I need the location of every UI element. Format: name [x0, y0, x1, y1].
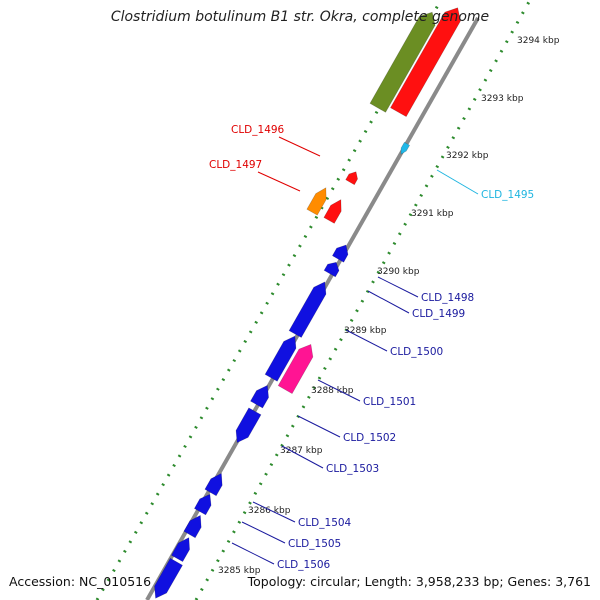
leader-line-1	[278, 136, 321, 157]
label-cld-1505: CLD_1505	[288, 538, 341, 550]
label-cld-1503: CLD_1503	[326, 463, 379, 475]
tick-3292: 3292 kbp	[446, 151, 489, 161]
cds-blue-6	[235, 407, 262, 444]
leader-line-2	[257, 171, 301, 192]
cds-red-small-2	[323, 199, 342, 224]
cds-blue-7	[204, 472, 223, 497]
inner-ruler-dots	[194, 0, 532, 600]
cds-blue-4	[264, 335, 297, 382]
tick-3289: 3289 kbp	[344, 326, 387, 336]
leader-line-3	[436, 169, 479, 195]
cds-olive	[369, 11, 436, 113]
cds-cyan	[400, 141, 411, 155]
map-title: Clostridium botulinum B1 str. Okra, comp…	[110, 9, 490, 25]
topology-text: Topology: circular; Length: 3,958,233 bp…	[247, 574, 591, 589]
kbp-ticks: 3294 kbp 3293 kbp 3292 kbp 3291 kbp 3290…	[218, 36, 560, 576]
label-cld-1501: CLD_1501	[363, 396, 416, 408]
tick-3287: 3287 kbp	[280, 446, 323, 456]
leader-line-4	[377, 276, 419, 298]
label-cld-1506: CLD_1506	[277, 559, 331, 571]
cds-pink	[277, 343, 314, 395]
leader-line-10	[252, 501, 296, 523]
cds-features	[154, 7, 461, 599]
leader-line-11	[241, 521, 286, 544]
tick-3294: 3294 kbp	[517, 36, 560, 46]
tick-3285: 3285 kbp	[218, 566, 261, 576]
tick-3293: 3293 kbp	[481, 94, 524, 104]
cds-blue-3	[288, 281, 327, 338]
tick-3286: 3286 kbp	[248, 506, 291, 516]
leader-line-12	[231, 542, 275, 565]
tick-3291: 3291 kbp	[411, 209, 454, 219]
gene-labels: CLD_1496 CLD_1497 CLD_1495 CLD_1498 CLD_…	[209, 124, 534, 571]
cds-orange	[306, 187, 327, 216]
label-cld-1496: CLD_1496	[231, 124, 285, 136]
tick-3290: 3290 kbp	[377, 267, 420, 277]
leader-line-5	[367, 290, 410, 314]
leader-line-7	[317, 379, 361, 402]
tick-3288: 3288 kbp	[311, 386, 354, 396]
cds-red-small-1	[345, 171, 358, 186]
label-cld-1497: CLD_1497	[209, 159, 262, 171]
label-cld-1499: CLD_1499	[412, 308, 465, 320]
label-leader-lines	[231, 136, 479, 565]
leader-line-6	[345, 329, 388, 352]
label-cld-1500: CLD_1500	[390, 346, 443, 358]
cds-blue-10	[170, 537, 190, 563]
cds-blue-11	[154, 557, 183, 599]
leader-line-8	[297, 415, 341, 438]
cds-blue-9	[183, 514, 202, 539]
cds-red-big	[390, 7, 461, 118]
label-cld-1502: CLD_1502	[343, 432, 396, 444]
label-cld-1498: CLD_1498	[421, 292, 474, 304]
cds-blue-1	[331, 244, 349, 263]
label-cld-1495: CLD_1495	[481, 189, 534, 201]
cds-blue-5	[250, 384, 269, 409]
label-cld-1504: CLD_1504	[298, 517, 352, 529]
leader-line-9	[281, 445, 324, 469]
accession-text: Accession: NC_010516	[9, 574, 152, 589]
cds-blue-2	[323, 261, 340, 278]
cds-blue-8	[193, 493, 212, 516]
